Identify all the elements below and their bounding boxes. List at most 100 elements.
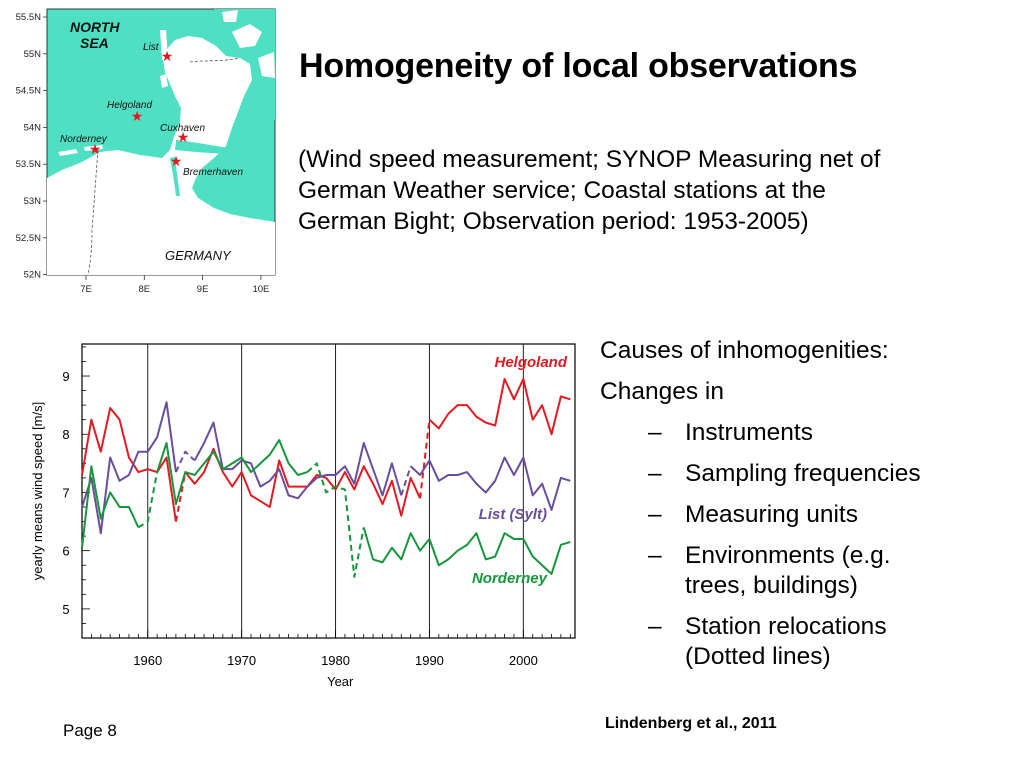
data-point (475, 532, 477, 534)
data-point (193, 483, 195, 485)
map-lat-tick-label: 55.5N (16, 12, 41, 23)
data-point (569, 480, 571, 482)
data-point (297, 474, 299, 476)
data-point (344, 471, 346, 473)
series-line (81, 465, 140, 548)
data-point (560, 544, 562, 546)
causes-list-panel: Causes of inhomogenities: Changes in – In… (600, 336, 1020, 683)
y-tick-label: 8 (62, 427, 69, 442)
dash-bullet: – (648, 419, 662, 446)
data-point (231, 462, 233, 464)
data-point (222, 471, 224, 473)
y-tick-label: 6 (62, 544, 69, 559)
map-country-label: GERMANY (165, 248, 232, 263)
data-point (212, 451, 214, 453)
data-point (409, 477, 411, 479)
map-island-amrum (160, 74, 168, 88)
data-point (269, 453, 271, 455)
data-point (400, 494, 402, 496)
map-lon-tick-label: 10E (252, 284, 269, 295)
data-point (532, 494, 534, 496)
cause-text: Measuring units (685, 501, 858, 528)
data-point (156, 471, 158, 473)
wind-speed-line-chart: 1960 1970 1980 1990 2000 5 6 7 8 9 Year yearly mean… (30, 343, 576, 689)
data-point (372, 483, 374, 485)
data-point (287, 462, 289, 464)
data-point (532, 418, 534, 420)
data-point (109, 407, 111, 409)
y-tick-label: 9 (62, 369, 69, 384)
map-star-icon-helgoland: ★ (131, 109, 144, 125)
data-point (316, 477, 318, 479)
y-axis-label: yearly means wind speed [m/s] (30, 402, 45, 580)
citation: Lindenberg et al., 2011 (605, 715, 777, 732)
data-point (522, 538, 524, 540)
map-border-line (87, 149, 99, 276)
data-point (409, 532, 411, 534)
subtitle-line-1: (Wind speed measurement; SYNOP Measuring… (298, 146, 881, 173)
data-point (109, 491, 111, 493)
data-point (475, 416, 477, 418)
data-point (503, 532, 505, 534)
data-point (466, 404, 468, 406)
subtitle-line-3: German Bight; Observation period: 1953-2… (298, 208, 809, 235)
series-label: List (Sylt) (479, 506, 547, 523)
data-point (259, 500, 261, 502)
map-estuary-weser (170, 157, 180, 196)
data-point (306, 485, 308, 487)
y-tick-label: 7 (62, 485, 69, 500)
data-point (240, 471, 242, 473)
map-station-label-list: List (143, 42, 160, 53)
data-point (353, 488, 355, 490)
data-point (400, 558, 402, 560)
list-item: – Station relocations (Dotted lines) (600, 612, 1020, 672)
data-point (250, 494, 252, 496)
data-point (203, 442, 205, 444)
data-point (438, 480, 440, 482)
data-point (419, 497, 421, 499)
data-point (231, 468, 233, 470)
data-point (428, 418, 430, 420)
data-point (212, 421, 214, 423)
data-point (325, 477, 327, 479)
data-point (287, 485, 289, 487)
data-point (391, 480, 393, 482)
data-point (541, 564, 543, 566)
data-point (278, 468, 280, 470)
data-point (560, 477, 562, 479)
data-point (90, 418, 92, 420)
map-station-label-helgoland: Helgoland (107, 100, 152, 111)
data-point (175, 503, 177, 505)
series-helgoland (81, 377, 571, 522)
data-point (485, 421, 487, 423)
data-point (147, 468, 149, 470)
data-point (231, 485, 233, 487)
x-tick-label: 1960 (133, 653, 162, 668)
list-item: – Measuring units (600, 500, 1020, 530)
data-point (447, 413, 449, 415)
data-point (147, 451, 149, 453)
data-point (109, 456, 111, 458)
map-baltic-sea (214, 9, 275, 120)
data-point (250, 471, 252, 473)
data-point (81, 474, 83, 476)
data-point (81, 547, 83, 549)
map-sea-label: NORTH (70, 19, 120, 35)
list-item: – Sampling frequencies (600, 459, 1020, 489)
data-point (513, 398, 515, 400)
data-point (100, 451, 102, 453)
data-point (334, 488, 336, 490)
cause-text: Sampling frequencies (685, 460, 921, 487)
data-point (391, 462, 393, 464)
data-point (175, 471, 177, 473)
data-point (100, 517, 102, 519)
x-tick-label: 1970 (227, 653, 256, 668)
series-norderney (81, 439, 571, 578)
data-point (287, 494, 289, 496)
data-point (372, 468, 374, 470)
changes-in-label: Changes in (600, 378, 724, 405)
data-point (325, 474, 327, 476)
series-line (409, 456, 571, 511)
data-point (550, 433, 552, 435)
series-label: Helgoland (494, 354, 567, 371)
